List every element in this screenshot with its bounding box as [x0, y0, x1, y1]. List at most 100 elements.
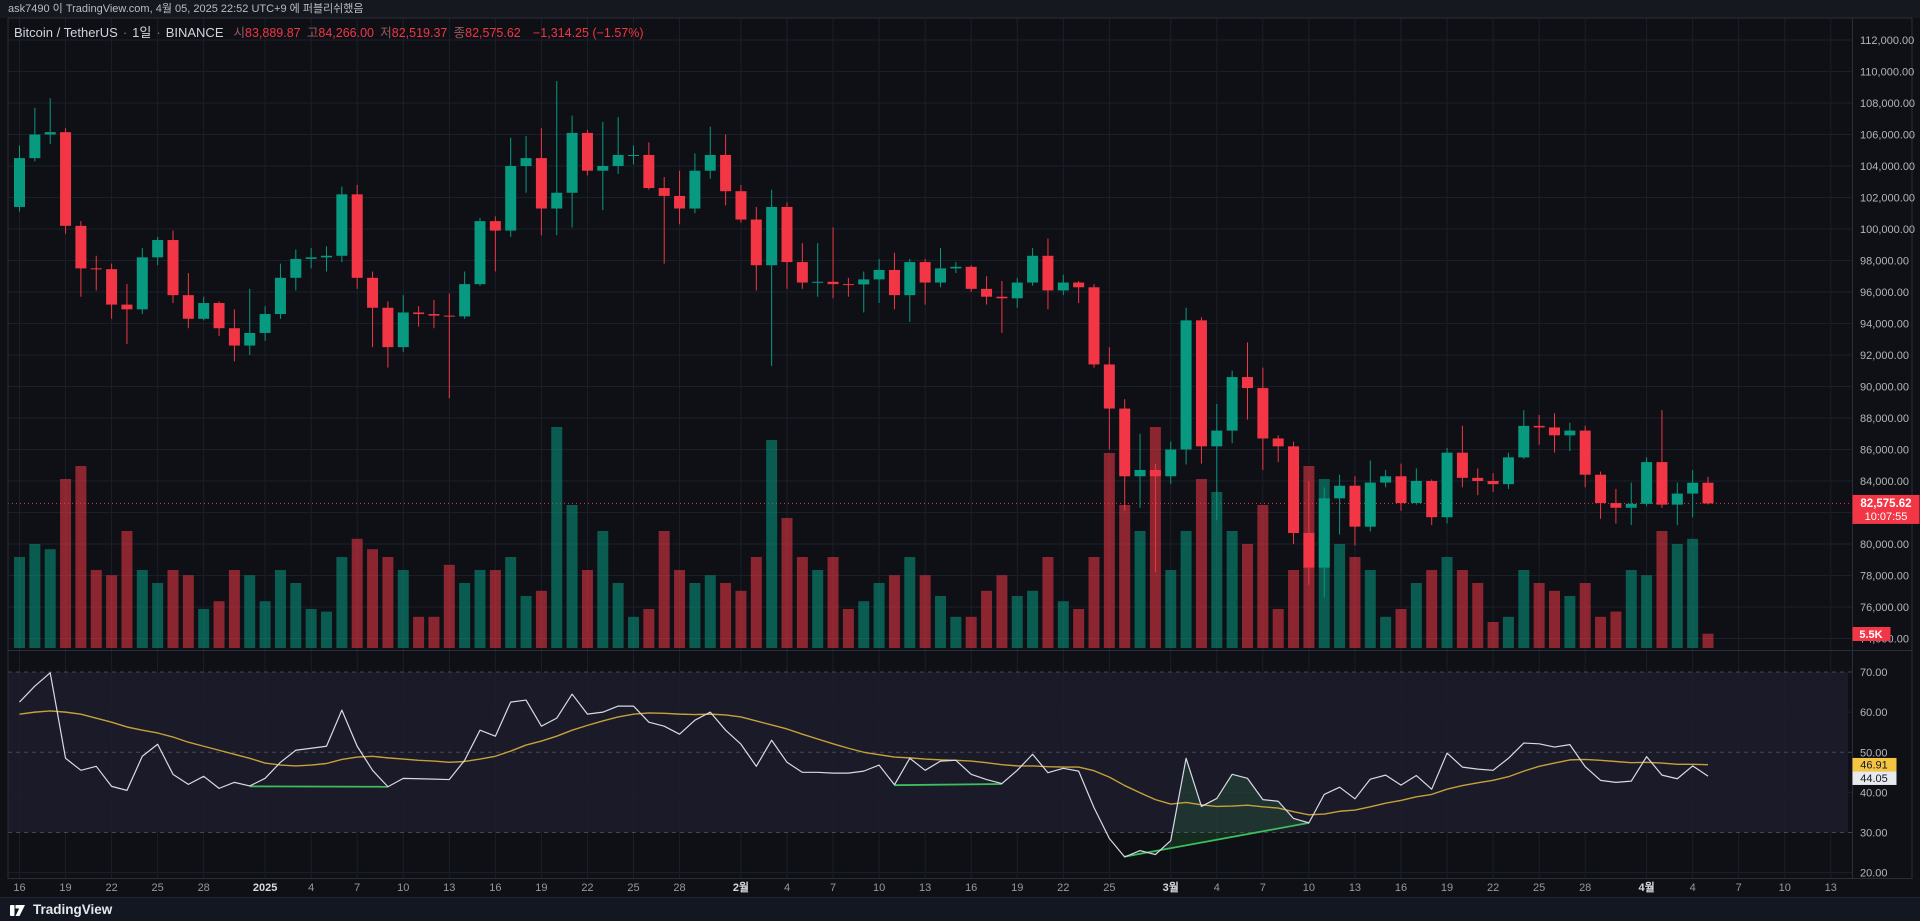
candle-body	[1533, 425, 1545, 428]
candle-body	[244, 332, 256, 346]
volume-bar	[520, 596, 532, 648]
volume-current-label: 5.5K	[1859, 629, 1882, 641]
rsi-trendline[interactable]	[1124, 822, 1310, 858]
volume-bar	[428, 616, 440, 648]
rsi-pane	[19, 672, 1709, 858]
volume-bar	[535, 590, 547, 648]
time-tick-label: 22	[1057, 882, 1069, 894]
volume-bar	[443, 564, 455, 648]
volume-bar	[1456, 570, 1468, 648]
volume-bar	[106, 575, 118, 648]
volume-bar	[1533, 583, 1545, 648]
time-tick-label: 25	[1533, 882, 1545, 894]
candle-body	[612, 154, 624, 166]
volume-bar	[336, 557, 348, 648]
time-tick-label: 19	[535, 882, 547, 894]
candle-body	[888, 269, 900, 296]
rsi-tick-label: 20.00	[1860, 868, 1888, 880]
candle-body	[29, 134, 41, 159]
interval-label[interactable]: 1일	[132, 25, 152, 40]
candle-body	[658, 188, 670, 196]
candle-body	[581, 132, 593, 171]
publish-info-bar: ask7490 이 TradingView.com, 4월 05, 2025 2…	[0, 0, 1920, 18]
time-tick-label: 13	[919, 882, 931, 894]
time-axis[interactable]: 16 19 22 25 28 2025 4 7 10 13 16 19 22 25 28 2월 4 7 10 13 16…	[13, 880, 1837, 894]
volume-bar	[720, 583, 732, 648]
time-tick-label: 25	[627, 882, 639, 894]
price-tick-label: 86,000.00	[1860, 445, 1909, 457]
countdown-label: 10:07:55	[1865, 511, 1908, 523]
candle-body	[873, 269, 885, 280]
candle-body	[965, 266, 977, 289]
volume-bar	[321, 611, 332, 648]
footer-bar: TradingView	[0, 897, 1920, 921]
candles	[14, 80, 1714, 598]
candle-body	[106, 269, 118, 305]
current-price-label-bg	[1852, 494, 1920, 524]
volume-bar	[1119, 505, 1131, 648]
volume-bar	[704, 575, 716, 648]
candle-body	[674, 195, 686, 209]
volume-bar	[888, 575, 900, 648]
exchange-label[interactable]: BINANCE	[165, 25, 224, 40]
candle-body	[1426, 481, 1438, 518]
rsi-value-label: 44.05	[1860, 773, 1888, 785]
volume-bar	[1042, 557, 1054, 648]
candle-body	[459, 284, 471, 317]
volume-bar	[1641, 575, 1653, 648]
price-tick-label: 102,000.00	[1860, 193, 1915, 205]
volume-bar	[842, 609, 854, 648]
symbol-title[interactable]: Bitcoin / TetherUS	[14, 25, 118, 40]
time-tick-label: 7	[1260, 882, 1266, 894]
time-tick-label: 4	[784, 882, 790, 894]
candle-body	[1257, 388, 1269, 439]
candle-body	[750, 219, 762, 266]
volume-bar	[781, 518, 793, 648]
rsi-tick-label: 50.00	[1860, 747, 1888, 759]
time-tick-label: 10	[873, 882, 885, 894]
candle-body	[720, 154, 732, 192]
volume-bar	[858, 601, 870, 648]
volume-bar	[981, 590, 993, 648]
candle-body	[812, 281, 824, 283]
time-tick-label: 13	[1349, 882, 1361, 894]
time-tick-label: 22	[1487, 882, 1499, 894]
volume-bar	[674, 570, 686, 648]
rsi-trendline[interactable]	[894, 783, 1002, 787]
candle-body	[1518, 425, 1530, 458]
time-tick-label: 25	[152, 882, 164, 894]
volume-bar	[1288, 570, 1300, 648]
candle-body	[1395, 476, 1407, 504]
candle-body	[1410, 481, 1422, 504]
candle-body	[1641, 462, 1653, 504]
candle-body	[75, 225, 87, 269]
ohlc-prefix: 시	[233, 26, 246, 40]
price-tick-label: 78,000.00	[1860, 571, 1909, 583]
time-tick-label: 4	[1690, 882, 1696, 894]
publish-info-text: ask7490 이 TradingView.com, 4월 05, 2025 2…	[8, 3, 364, 15]
volume-bar	[628, 616, 639, 648]
volume-bar	[305, 609, 317, 648]
volume-bar	[90, 570, 102, 648]
candle-body	[290, 258, 302, 278]
volume-bar	[121, 531, 133, 648]
tradingview-brand[interactable]: TradingView	[33, 902, 113, 917]
candle-body	[1487, 481, 1499, 485]
candle-body	[1226, 377, 1238, 431]
candle-body	[182, 295, 194, 319]
candle-body	[489, 221, 501, 231]
rsi-ma-line	[19, 710, 1709, 816]
candle-body	[1702, 482, 1714, 504]
candle-body	[1564, 430, 1576, 436]
volume-bar	[14, 557, 25, 648]
volume-bar	[75, 466, 87, 648]
change-value: −1,314.25 (−1.57%)	[533, 26, 644, 40]
candle-body	[551, 192, 563, 209]
price-axis[interactable]: 112,000.00 110,000.00 108,000.00 106,000.00…	[1852, 35, 1920, 646]
volume-bar	[1549, 590, 1560, 648]
tradingview-logo-icon[interactable]	[10, 902, 26, 917]
price-tick-label: 106,000.00	[1860, 130, 1915, 142]
time-tick-label: 19	[1011, 882, 1023, 894]
